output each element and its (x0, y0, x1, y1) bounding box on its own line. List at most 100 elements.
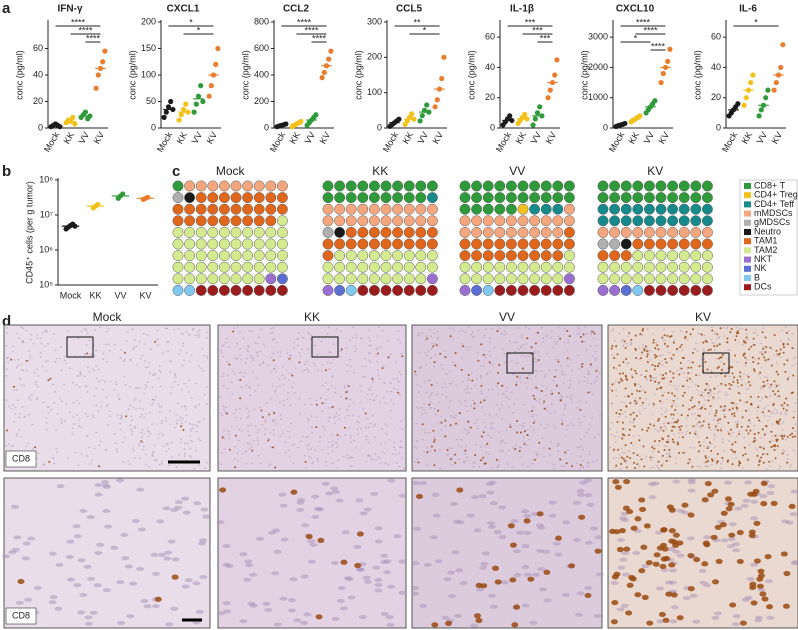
waffle-cell (322, 284, 334, 296)
cd8-cell (431, 622, 439, 628)
cd8-cell (260, 409, 263, 412)
nucleus (466, 513, 475, 518)
nucleus (370, 393, 373, 396)
cd8-cell (625, 358, 628, 361)
cd8-cell (732, 402, 735, 405)
legend-swatch (744, 201, 751, 208)
waffle-cell (632, 215, 644, 227)
nucleus (49, 595, 58, 600)
waffle-cell (517, 215, 529, 227)
nucleus (482, 336, 485, 339)
cd8-cell (687, 512, 695, 518)
nucleus (591, 355, 594, 357)
nucleus (463, 452, 466, 455)
nucleus (616, 538, 625, 543)
nucleus (141, 428, 144, 431)
nucleus (140, 599, 149, 604)
waffle-cell (667, 284, 679, 296)
cd8-cell (430, 445, 433, 448)
cd8-cell (679, 346, 682, 349)
nucleus (702, 441, 705, 443)
nucleus (719, 427, 722, 429)
nucleus (118, 398, 121, 400)
cd8-cell (688, 408, 691, 411)
nucleus (137, 444, 140, 447)
nucleus (346, 454, 349, 457)
nucleus (164, 419, 167, 422)
nucleus (793, 363, 796, 365)
nucleus (678, 367, 681, 369)
nucleus (736, 409, 739, 412)
nucleus (786, 454, 789, 456)
nucleus (637, 383, 640, 386)
cd8-cell (699, 444, 702, 447)
nucleus (232, 412, 235, 415)
nucleus (691, 380, 694, 383)
nucleus (448, 447, 451, 449)
nucleus (16, 332, 19, 335)
nucleus (750, 499, 759, 504)
cd8-cell (728, 387, 731, 390)
cd8-cell (681, 385, 684, 388)
nucleus (516, 530, 525, 535)
waffle-cell (482, 250, 494, 262)
waffle-cell (253, 203, 265, 215)
nucleus (151, 374, 154, 377)
nucleus (375, 360, 378, 363)
nucleus (14, 406, 17, 409)
nucleus (127, 408, 130, 410)
nucleus (515, 362, 518, 365)
nucleus (451, 550, 460, 555)
nucleus (647, 403, 650, 406)
nucleus (362, 407, 365, 410)
nucleus (183, 359, 186, 362)
nucleus (106, 424, 109, 426)
cd8-cell (689, 399, 692, 402)
cd8-cell (467, 420, 470, 423)
waffle-cell (552, 215, 564, 227)
nucleus (45, 370, 48, 373)
nucleus (576, 446, 579, 449)
y-tick-label: 200 (141, 16, 156, 26)
data-point (193, 101, 199, 107)
nucleus (625, 461, 628, 464)
cd8-cell (497, 382, 500, 385)
nucleus (148, 361, 151, 364)
nucleus (464, 331, 467, 334)
nucleus (503, 352, 506, 355)
nucleus (284, 451, 287, 454)
panel-label: d (2, 313, 11, 330)
cd8-cell (444, 419, 447, 422)
nucleus (60, 422, 63, 424)
waffle-cell (207, 192, 219, 204)
data-point (547, 87, 553, 93)
waffle-cell (690, 273, 702, 285)
cd8-cell (473, 613, 481, 619)
nucleus (153, 444, 156, 446)
nucleus (465, 405, 468, 407)
nucleus (126, 331, 129, 333)
nucleus (254, 342, 257, 344)
nucleus (93, 329, 96, 332)
cd8-cell (430, 384, 433, 387)
nucleus (31, 448, 34, 450)
nucleus (296, 338, 299, 340)
nucleus (652, 401, 655, 404)
nucleus (182, 342, 185, 345)
nucleus (258, 406, 261, 409)
nucleus (311, 494, 320, 499)
nucleus (153, 399, 156, 401)
nucleus (334, 386, 337, 389)
nucleus (478, 494, 487, 499)
cd8-cell (454, 352, 457, 355)
nucleus (618, 416, 621, 418)
cd8-cell (669, 370, 672, 373)
cd8-cell (624, 347, 627, 350)
cd8-cell (701, 424, 704, 427)
nucleus (709, 391, 712, 393)
cd8-cell (509, 542, 517, 548)
cd8-cell (726, 460, 729, 463)
cd8-cell (654, 356, 657, 359)
nucleus (197, 420, 200, 423)
nucleus (258, 364, 261, 367)
